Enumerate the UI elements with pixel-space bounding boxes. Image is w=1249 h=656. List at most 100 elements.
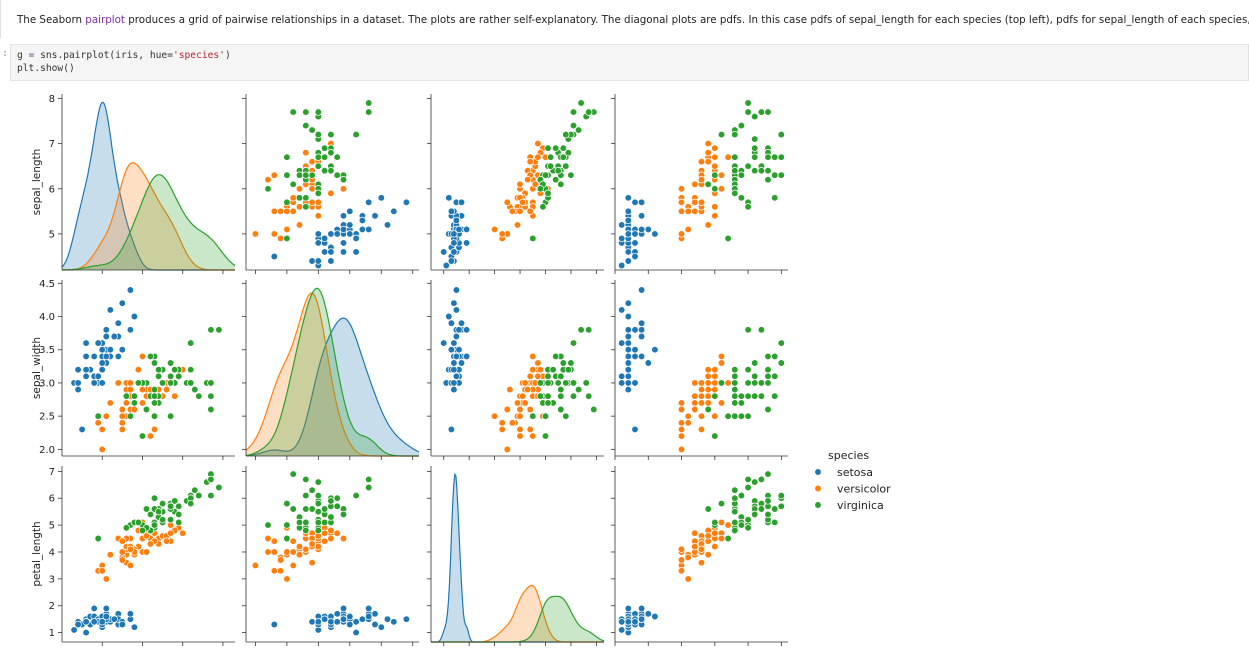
point-setosa xyxy=(390,207,398,215)
point-setosa xyxy=(82,339,90,347)
point-virginica xyxy=(175,518,183,527)
point-versicolor xyxy=(724,521,732,529)
point-virginica xyxy=(704,405,712,414)
point-setosa xyxy=(631,198,639,206)
point-virginica xyxy=(777,130,785,139)
point-setosa xyxy=(631,618,639,626)
point-virginica xyxy=(302,171,310,179)
point-virginica xyxy=(314,499,322,508)
point-versicolor xyxy=(162,385,171,394)
point-versicolor xyxy=(526,207,534,215)
point-virginica xyxy=(314,518,322,527)
point-setosa xyxy=(624,326,632,334)
code-line-1: g = sns.pairplot(iris, hue='species') xyxy=(17,50,231,61)
code-operator: = xyxy=(28,50,35,61)
legend-label-versicolor: versicolor xyxy=(837,483,891,496)
point-virginica xyxy=(771,153,779,161)
point-setosa xyxy=(452,332,461,341)
point-setosa xyxy=(78,425,86,434)
point-versicolor xyxy=(320,537,329,545)
point-versicolor xyxy=(516,432,524,440)
point-virginica xyxy=(314,153,322,161)
point-versicolor xyxy=(704,221,712,229)
point-virginica xyxy=(320,153,329,161)
point-versicolor xyxy=(526,405,534,414)
point-virginica xyxy=(731,508,739,516)
point-virginica xyxy=(731,379,739,387)
point-setosa xyxy=(126,286,135,294)
point-versicolor xyxy=(704,139,712,148)
code-cell[interactable]: g = sns.pairplot(iris, hue='species') pl… xyxy=(10,44,1249,81)
point-setosa xyxy=(402,615,411,623)
point-versicolor xyxy=(697,379,706,387)
panel-petal_length-vs-petal_length xyxy=(427,466,605,646)
point-setosa xyxy=(118,299,126,307)
point-versicolor xyxy=(106,551,114,559)
point-virginica xyxy=(187,366,195,374)
point-versicolor xyxy=(179,529,187,537)
point-setosa xyxy=(618,626,626,634)
point-versicolor xyxy=(276,207,285,215)
point-virginica xyxy=(289,505,297,513)
kde-line-versicolor xyxy=(62,162,235,271)
point-virginica xyxy=(764,379,772,387)
point-versicolor xyxy=(691,198,699,206)
point-virginica xyxy=(536,379,545,387)
point-virginica xyxy=(552,176,560,184)
point-setosa xyxy=(618,372,626,380)
point-setosa xyxy=(440,248,448,256)
point-virginica xyxy=(333,494,341,502)
point-setosa xyxy=(98,618,106,626)
point-virginica xyxy=(582,379,590,387)
point-versicolor xyxy=(518,392,527,400)
point-virginica xyxy=(552,144,560,152)
point-virginica xyxy=(544,372,552,380)
point-versicolor xyxy=(516,405,524,414)
point-virginica xyxy=(187,379,195,387)
point-virginica xyxy=(557,392,565,400)
point-versicolor xyxy=(508,207,517,215)
point-virginica xyxy=(302,194,310,202)
point-setosa xyxy=(450,366,458,374)
point-virginica xyxy=(744,326,752,334)
panel-sepal_width-vs-petal_length xyxy=(427,280,604,460)
point-setosa xyxy=(450,248,458,256)
point-versicolor xyxy=(118,556,126,564)
point-virginica xyxy=(295,171,304,179)
point-virginica xyxy=(327,513,335,521)
point-virginica xyxy=(302,121,310,130)
point-setosa xyxy=(618,306,626,314)
point-virginica xyxy=(138,432,147,440)
point-versicolor xyxy=(529,432,537,440)
point-virginica xyxy=(308,126,316,134)
point-setosa xyxy=(462,326,471,334)
point-versicolor xyxy=(513,399,522,407)
point-versicolor xyxy=(697,198,706,206)
point-setosa xyxy=(651,346,659,354)
point-setosa xyxy=(457,359,466,367)
point-setosa xyxy=(74,366,82,374)
point-virginica xyxy=(731,153,739,161)
y-axis-label-sepal_width: sepal_width xyxy=(31,337,43,399)
pairplot-link[interactable]: pairplot xyxy=(85,14,125,26)
point-setosa xyxy=(74,379,82,387)
point-versicolor xyxy=(711,529,719,537)
point-virginica xyxy=(731,372,739,380)
point-setosa xyxy=(445,194,453,202)
point-setosa xyxy=(637,332,646,341)
point-versicolor xyxy=(677,198,686,206)
point-setosa xyxy=(365,198,373,206)
point-virginica xyxy=(717,499,726,508)
point-setosa xyxy=(455,326,463,334)
point-virginica xyxy=(207,392,215,400)
point-versicolor xyxy=(691,379,699,387)
point-versicolor xyxy=(276,567,285,575)
point-setosa xyxy=(308,618,316,626)
point-versicolor xyxy=(126,379,135,387)
legend-label-setosa: setosa xyxy=(837,466,873,479)
point-virginica xyxy=(585,108,593,116)
point-setosa xyxy=(457,198,466,206)
point-setosa xyxy=(452,216,461,225)
point-setosa xyxy=(447,319,456,327)
point-virginica xyxy=(777,491,785,500)
